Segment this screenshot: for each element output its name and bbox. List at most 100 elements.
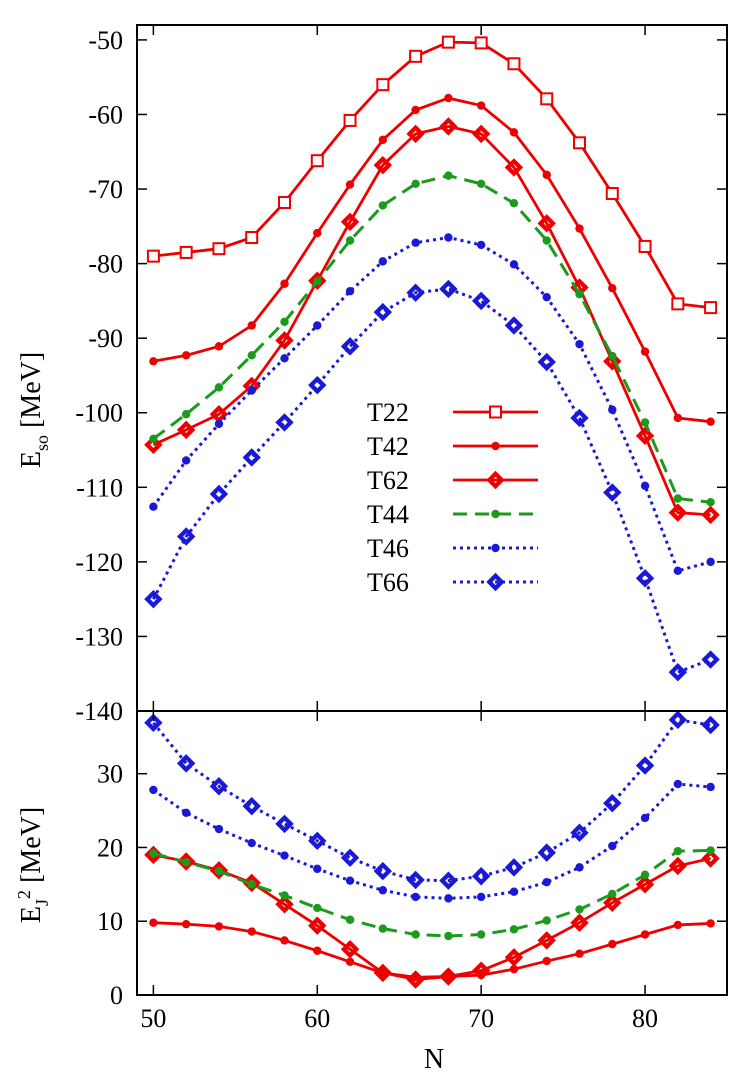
legend-label: T42 [367,432,409,461]
legend-label: T46 [367,534,409,563]
data-point-t46 [640,813,650,823]
series-line-t66 [152,287,712,675]
series-t66 [144,710,720,890]
data-point-t66 [701,650,720,669]
data-point-t66 [668,710,688,730]
data-point-t42 [181,351,191,360]
data-point-t62 [308,916,327,935]
data-point-t66 [635,756,655,775]
data-point-t44 [149,849,158,858]
data-point-t22 [343,113,357,127]
data-point-t44 [476,179,486,189]
data-point-t66 [570,408,589,428]
data-point-t42 [476,101,486,110]
data-point-t42 [542,170,551,180]
data-point-t62 [635,875,655,894]
data-point-t22 [146,249,160,263]
data-point-t22 [605,187,619,201]
series-t66 [144,279,720,682]
data-point-t62 [373,963,393,983]
ylabel-bottom-unit: [MeV] [16,807,47,890]
data-point-t46 [214,419,224,429]
y-tick-label: -50 [88,26,123,55]
ylabel-bottom-sub: J [32,899,52,906]
data-point-t42 [149,918,158,927]
data-point-t42 [608,284,617,293]
data-point-t66 [701,715,720,735]
data-point-t46 [181,808,191,817]
data-point-t66 [439,279,458,299]
data-point-t42 [214,342,224,351]
ylabel-top-main: E [16,451,47,468]
y-tick-label: -140 [75,697,123,726]
data-point-t66 [471,867,491,886]
series-t44 [149,846,715,941]
data-point-t46 [608,841,617,851]
data-point-t66 [504,316,524,335]
data-point-t62 [570,913,589,932]
data-point-t44 [280,891,289,900]
data-point-t46 [608,405,617,414]
data-point-t42 [378,135,388,145]
data-point-t44 [411,930,420,939]
data-point-t44 [214,866,224,876]
data-point-t22 [671,297,685,311]
data-point-t62 [504,158,524,177]
top-y-axis-label: Eso [MeV] [16,352,52,468]
data-point-t46 [509,887,519,896]
data-point-t46 [149,785,158,795]
panel-frames [136,24,728,996]
series-line-t62 [152,124,711,517]
legend-label: T44 [367,500,409,529]
y-tick-label: -130 [75,622,123,651]
data-point-t44 [640,418,650,427]
data-point-t44 [640,870,650,879]
data-point-t42 [345,957,355,967]
data-point-t66 [242,448,261,467]
data-point-t44 [444,171,453,180]
data-point-t42 [411,105,420,115]
series-t46 [149,233,715,576]
series-line-t42 [153,921,711,979]
series-t62 [144,117,720,525]
data-point-t62 [668,856,688,876]
data-point-t22 [310,154,324,168]
data-point-t66 [471,291,491,311]
legend-label: T22 [367,398,409,427]
series-t44 [149,171,715,507]
data-point-t22 [376,78,390,92]
x-tick-label: 60 [304,1004,330,1033]
data-point-t46 [706,557,715,567]
data-point-t46 [181,456,191,465]
data-point-t44 [411,179,420,189]
data-point-t62 [537,931,556,950]
data-point-t62 [701,505,720,525]
data-point-t42 [575,949,584,958]
data-point-t44 [706,846,715,855]
bottom-y-axis-label: EJ2 [MeV] [14,807,52,923]
legend-marker [486,572,505,592]
data-point-t66 [635,569,655,588]
data-point-t42 [673,920,683,930]
y-tick-label: -60 [88,100,123,129]
data-point-t62 [340,212,360,232]
data-point-t44 [247,351,256,360]
series-line-t22 [153,40,711,309]
data-point-t66 [144,713,163,733]
data-point-t46 [411,892,420,902]
x-tick-label: 50 [140,1004,166,1033]
series-line-t46 [152,235,712,573]
data-point-t44 [444,931,453,941]
series-t22 [146,35,718,315]
data-point-t42 [640,347,650,356]
data-point-t66 [176,527,196,546]
data-point-t62 [275,331,294,350]
data-point-t42 [444,93,453,103]
data-point-t42 [280,936,289,945]
data-point-t62 [406,124,425,144]
data-point-t66 [603,483,622,502]
x-axis-label: N [424,1044,444,1075]
data-point-t62 [176,420,196,440]
data-point-t62 [537,214,556,233]
